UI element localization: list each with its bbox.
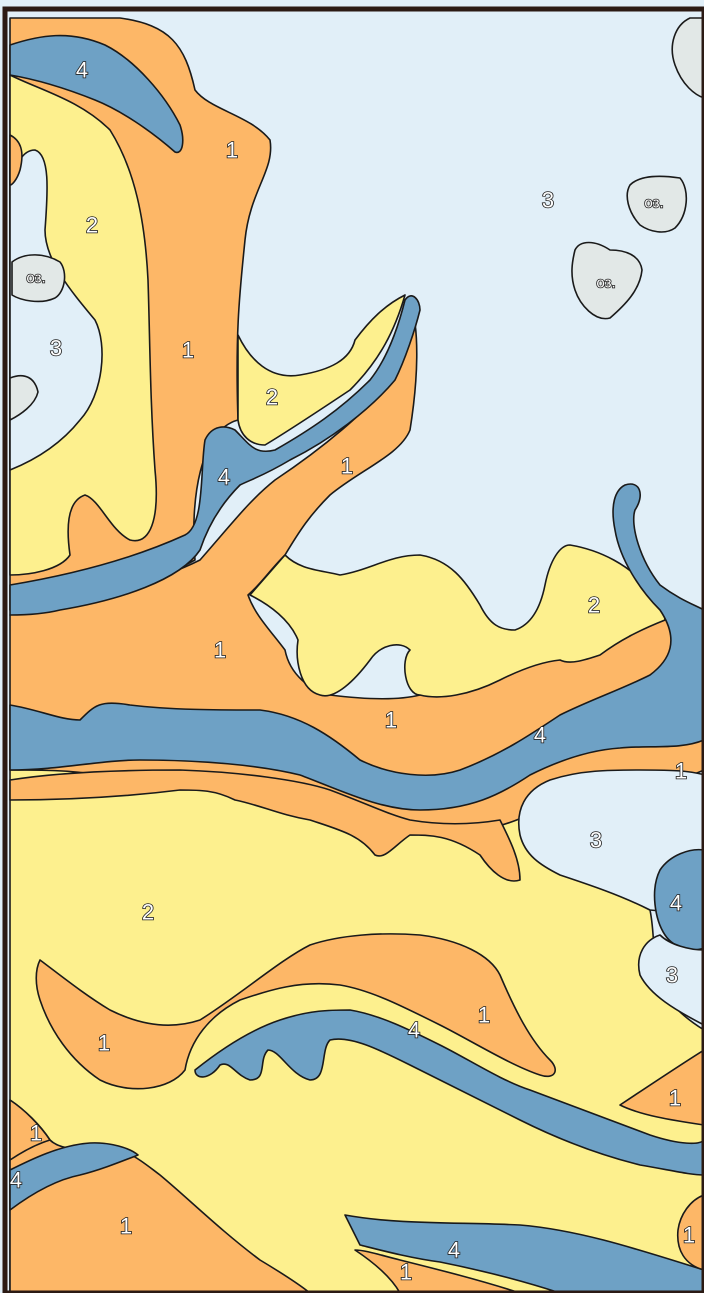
lake-left-small — [9, 374, 39, 421]
zone-1-bottom-centre — [354, 1249, 521, 1293]
label-zone-4: 4 — [76, 58, 88, 83]
label-zone-1: 1 — [683, 1223, 695, 1248]
label-zone-4: 4 — [408, 1018, 420, 1043]
label-zone-2: 2 — [86, 213, 98, 238]
label-zone-1: 1 — [182, 338, 194, 363]
label-zone-1: 1 — [120, 1214, 132, 1239]
label-zone-2: 2 — [266, 385, 278, 410]
label-zone-1: 1 — [226, 138, 238, 163]
zone-1-lower-arc — [35, 933, 556, 1090]
zone-4-long-band — [9, 483, 704, 811]
label-zone-4: 4 — [10, 1168, 22, 1193]
lake-left — [11, 254, 66, 303]
lake-top-edge — [671, 17, 704, 99]
label-zone-1: 1 — [675, 759, 687, 784]
lake-top-right — [626, 175, 688, 233]
label-zone-4: 4 — [670, 891, 682, 916]
zone-2-right-pocket — [249, 544, 666, 698]
zone-1-bottom-right — [676, 1194, 704, 1271]
label-lake: оз. — [596, 275, 615, 292]
zone-4-bottom-left — [9, 1142, 139, 1211]
zone-4-lower-arc — [194, 1009, 704, 1176]
label-zone-1: 1 — [214, 638, 226, 663]
label-zone-1: 1 — [669, 1086, 681, 1111]
zone-1-under-band — [9, 769, 521, 882]
zone-1-lower-right — [619, 1049, 704, 1126]
label-zone-4: 4 — [448, 1238, 460, 1263]
label-zone-1: 1 — [98, 1031, 110, 1056]
zone-4-central-band — [9, 295, 421, 616]
label-lake: оз. — [644, 195, 663, 212]
label-zone-3: 3 — [666, 963, 678, 988]
zone-2-mid-arm — [237, 294, 406, 446]
label-zone-1: 1 — [478, 1003, 490, 1028]
zone-1-left-sliver — [9, 134, 23, 186]
label-zone-1: 1 — [30, 1121, 42, 1146]
label-zone-2: 2 — [142, 900, 154, 925]
zone-3-right-small — [638, 934, 704, 1026]
lake-right-middle — [571, 241, 643, 320]
zone-labels: 4 1 2 3 3 1 2 4 1 2 1 1 4 1 3 2 4 3 1 4 … — [9, 57, 696, 1286]
map-border — [2, 6, 704, 1293]
label-zone-4: 4 — [534, 723, 546, 748]
label-zone-1: 1 — [400, 1260, 412, 1285]
label-zone-3: 3 — [590, 828, 602, 853]
label-zone-1: 1 — [385, 708, 397, 733]
zone-4-top-left — [9, 34, 184, 154]
label-zone-4: 4 — [218, 465, 230, 490]
label-zone-2: 2 — [588, 593, 600, 618]
label-zone-1: 1 — [341, 454, 353, 479]
zone-1-bottom-left-sliver — [9, 1099, 51, 1161]
label-zone-3: 3 — [50, 336, 62, 361]
label-zone-3: 3 — [542, 188, 554, 213]
label-lake: оз. — [26, 270, 45, 287]
